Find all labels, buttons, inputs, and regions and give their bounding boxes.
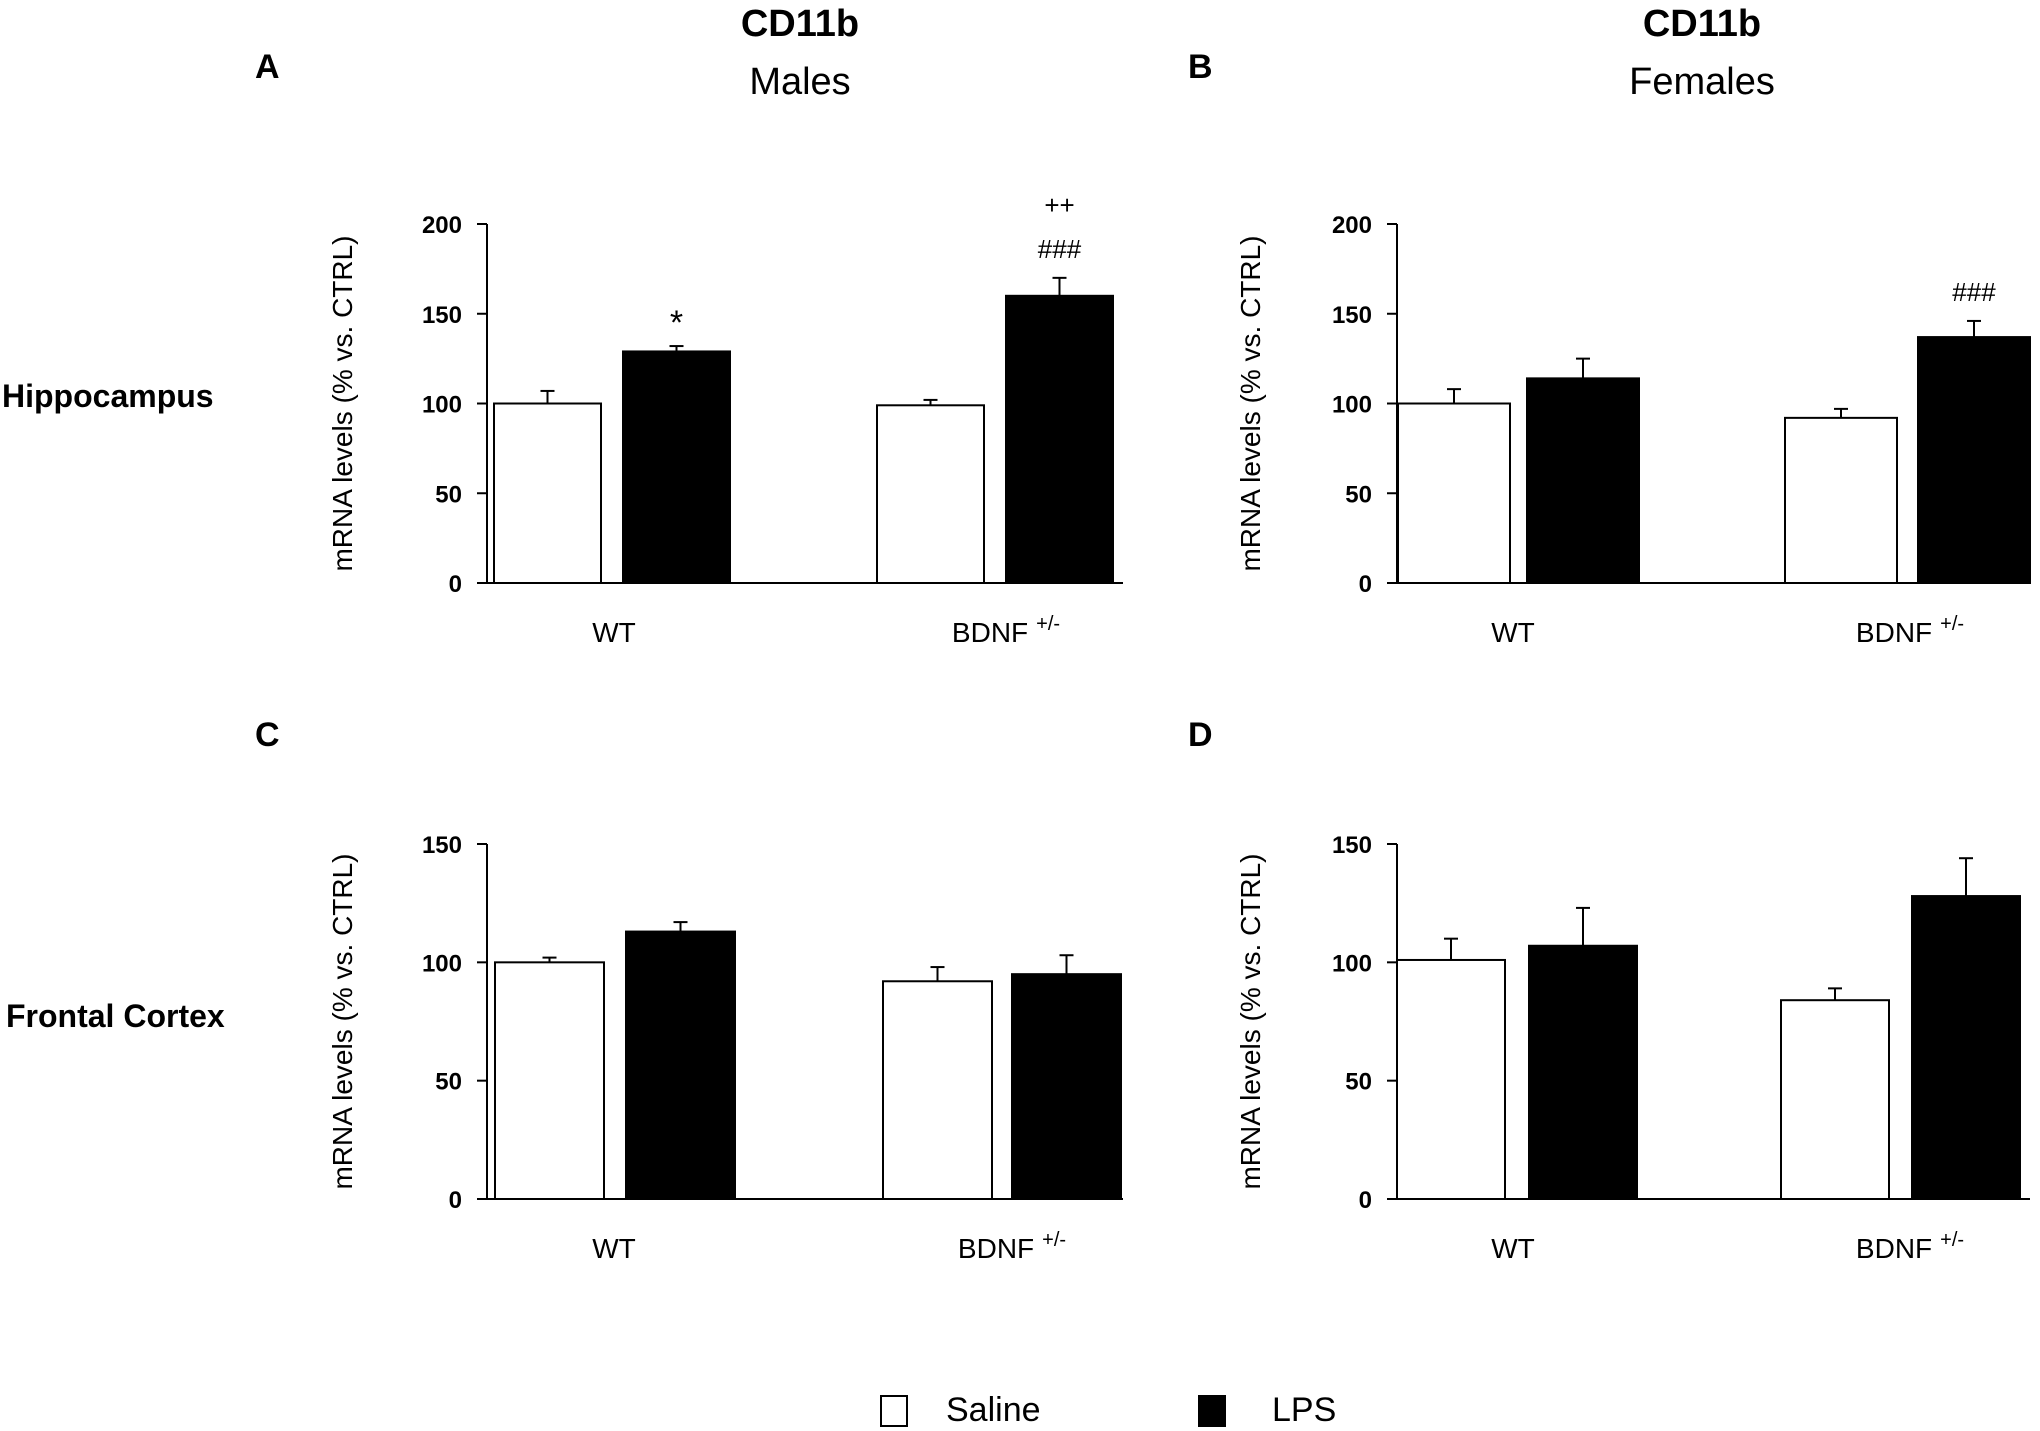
panel-letter-d: D [1188,716,1213,754]
bar-saline [882,980,993,1200]
y-tick-label: 200 [422,212,462,239]
x-category-label: BDNF +/- [1856,613,1964,648]
legend-label-saline: Saline [946,1391,1041,1429]
y-axis-label: mRNA levels (% vs. CTRL) [327,235,358,571]
y-tick-label: 100 [1332,950,1372,977]
legend-swatch-saline [880,1395,908,1427]
significance-marker: * [670,304,683,342]
y-tick-label: 0 [1359,1187,1372,1214]
significance-marker: ++ [1044,190,1074,220]
chart-panel-b: 0 50 100 150 200 mRNA levels (% vs. CTRL) WT BD… [1235,212,2031,648]
y-axis-label: mRNA levels (% vs. CTRL) [1235,235,1266,571]
bar-lps [1526,377,1640,584]
chart-panel-a: 0 50 100 150 200 mRNA levels (% vs. CTRL) WT BD… [327,190,1123,648]
y-tick-label: 150 [1332,302,1372,329]
y-tick-label: 0 [449,571,462,598]
panel-letter-a: A [255,48,280,86]
chart-panel-d: 0 50 100 150 mRNA levels (% vs. CTRL) WT BDNF +… [1235,832,2030,1264]
y-tick-label: 100 [422,392,462,419]
col-header-marker-males: CD11b [741,3,859,45]
y-tick-label: 200 [1332,212,1372,239]
y-tick-label: 150 [1332,832,1372,859]
bar-lps [1911,895,2021,1200]
panel-letter-c: C [255,716,280,754]
y-tick-label: 50 [435,481,462,508]
bar-lps [625,930,736,1200]
bar-lps [622,350,731,584]
y-tick-label: 150 [422,302,462,329]
row-label-hippocampus: Hippocampus [2,378,214,414]
bar-lps [1528,944,1638,1200]
bar-saline [1397,402,1511,584]
legend: Saline LPS [880,1391,1336,1429]
bar-saline [876,404,985,585]
legend-label-lps: LPS [1272,1391,1336,1429]
row-label-frontal-cortex: Frontal Cortex [6,998,225,1034]
y-axis-label: mRNA levels (% vs. CTRL) [327,853,358,1189]
y-tick-label: 50 [435,1069,462,1096]
bar-saline [1780,999,1890,1201]
significance-marker: ### [1038,234,1082,264]
x-category-label: BDNF +/- [952,613,1060,648]
bar-saline [1396,958,1506,1201]
legend-swatch-lps [1198,1395,1226,1427]
bar-lps [1011,973,1122,1201]
x-category-label: WT [592,617,636,648]
bar-saline [494,961,605,1200]
x-category-label: BDNF +/- [958,1229,1066,1264]
bar-lps [1005,294,1114,584]
y-tick-label: 100 [1332,392,1372,419]
y-tick-label: 0 [449,1187,462,1214]
chart-panel-c: 0 50 100 150 mRNA levels (% vs. CTRL) WT BDNF +… [327,832,1123,1264]
significance-marker: ### [1952,277,1996,307]
col-header-marker-females: CD11b [1643,3,1761,45]
col-header-group-females: Females [1629,61,1775,103]
y-tick-label: 50 [1345,1069,1372,1096]
y-tick-label: 100 [422,950,462,977]
x-category-label: BDNF +/- [1856,1229,1964,1264]
y-tick-label: 50 [1345,481,1372,508]
x-category-label: WT [592,1233,636,1264]
bar-lps [1917,336,2031,584]
bar-saline [1784,416,1898,584]
x-category-label: WT [1491,1233,1535,1264]
y-tick-label: 150 [422,832,462,859]
y-tick-label: 0 [1359,571,1372,598]
y-axis-label: mRNA levels (% vs. CTRL) [1235,853,1266,1189]
panel-letter-b: B [1188,48,1213,86]
bar-saline [493,402,602,584]
col-header-group-males: Males [749,61,850,103]
x-category-label: WT [1491,617,1535,648]
